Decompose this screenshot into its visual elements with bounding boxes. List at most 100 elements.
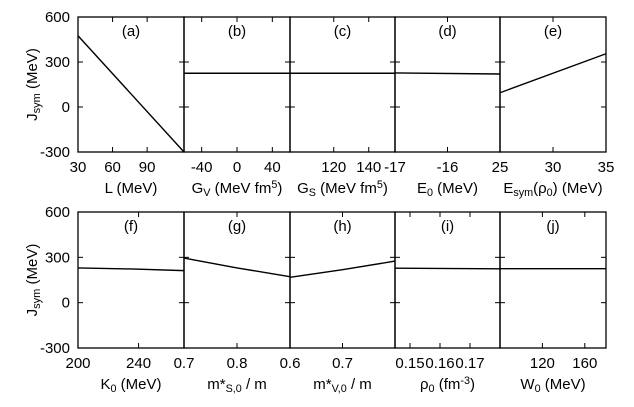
x-axis-label: E0 (MeV) bbox=[417, 180, 478, 199]
x-axis-label-part: 0 bbox=[429, 383, 435, 395]
x-axis-label: Esym(ρ0) (MeV) bbox=[503, 180, 602, 199]
y-axis-label: Jsym (MeV) bbox=[24, 244, 43, 317]
panel-label: (c) bbox=[334, 23, 352, 40]
x-axis-label-part: (MeV) bbox=[541, 376, 586, 393]
x-axis-label-part: (ρ bbox=[533, 180, 547, 197]
x-axis-label-part: 0 bbox=[535, 383, 541, 395]
x-axis-label: GS (MeV fm5) bbox=[297, 179, 388, 199]
x-tick-label: 200 bbox=[65, 355, 90, 372]
x-axis-label-part: 5 bbox=[377, 179, 383, 191]
x-axis-label-part: S bbox=[309, 187, 316, 199]
x-tick-label: 35 bbox=[598, 159, 615, 176]
panel-g: 0.7 0.8m*S,0 / m(g) bbox=[174, 211, 291, 395]
x-axis-label-part: 0 bbox=[547, 187, 553, 199]
x-axis-label-part: / m bbox=[242, 376, 267, 393]
panel-a: 30 60 90 L (MeV) (a) bbox=[70, 16, 185, 197]
x-axis-label-part: (MeV) bbox=[117, 376, 162, 393]
x-axis-label-part: K bbox=[100, 376, 110, 393]
x-tick-label: 0.16 bbox=[425, 355, 454, 372]
x-tick-label: 120 bbox=[530, 355, 555, 372]
y-axis-label-part: (MeV) bbox=[24, 48, 41, 93]
x-axis-label-part: m* bbox=[313, 376, 331, 393]
y-tick-label: -300 bbox=[40, 144, 70, 161]
x-axis-label-part: sym bbox=[513, 187, 533, 199]
panel-b: -40 0 40 GV (MeV fm5) (b) bbox=[183, 16, 291, 199]
x-axis-label-part: L (MeV) bbox=[105, 180, 158, 197]
series-line bbox=[499, 53, 607, 94]
panel-c: 120 140 GS (MeV fm5) (c) bbox=[289, 16, 396, 199]
y-axis-label-part: J bbox=[24, 113, 41, 121]
x-axis-label: W0 (MeV) bbox=[520, 376, 585, 395]
panel-label: (e) bbox=[544, 23, 562, 40]
y-axis-label-part: sym bbox=[31, 93, 43, 113]
panel-d: -17 -16 E0 (MeV) (d) bbox=[384, 16, 501, 199]
panel-j-frame bbox=[499, 211, 607, 349]
x-tick-label: 0.15 bbox=[395, 355, 424, 372]
x-tick-label: -17 bbox=[384, 159, 406, 176]
x-axis-label: L (MeV) bbox=[105, 180, 158, 197]
x-tick-label: 0.7 bbox=[174, 355, 195, 372]
y-tick-label: 0 bbox=[62, 99, 70, 116]
x-axis-label-part: (MeV fm bbox=[211, 180, 272, 197]
panel-j: 120 160 W0 (MeV) (j) bbox=[499, 211, 607, 395]
panel-h: 0.6 0.7 m*V,0 / m (h) bbox=[280, 211, 396, 395]
panel-label: (d) bbox=[438, 23, 456, 40]
y-tick-label: 600 bbox=[45, 9, 70, 26]
x-tick-label: 30 bbox=[545, 159, 562, 176]
panel-label: (j) bbox=[546, 218, 559, 235]
series-line bbox=[77, 35, 185, 153]
x-tick-label: -16 bbox=[437, 159, 459, 176]
x-axis-label-part: -3 bbox=[460, 375, 470, 387]
x-tick-label: 120 bbox=[321, 159, 346, 176]
x-tick-label: 0 bbox=[233, 159, 241, 176]
x-axis-label-part: E bbox=[417, 180, 427, 197]
x-axis-label-part: S,0 bbox=[226, 383, 242, 395]
y-axis-label: Jsym (MeV) bbox=[24, 48, 43, 121]
x-tick-label: 40 bbox=[264, 159, 281, 176]
x-tick-label: 25 bbox=[492, 159, 509, 176]
x-axis-label-part: ρ bbox=[420, 376, 429, 393]
x-axis-label: m*V,0 / m bbox=[313, 376, 372, 395]
x-tick-label: 160 bbox=[572, 355, 597, 372]
y-tick-label: 300 bbox=[45, 54, 70, 71]
x-tick-label: 60 bbox=[104, 159, 121, 176]
panel-label: (b) bbox=[228, 23, 246, 40]
x-axis-label-part: 0 bbox=[427, 187, 433, 199]
x-tick-label: 30 bbox=[70, 159, 87, 176]
x-axis-label-part: G bbox=[192, 180, 204, 197]
x-axis-label-part: (fm bbox=[435, 376, 461, 393]
x-tick-label: 0.8 bbox=[227, 355, 248, 372]
y-tick-label: -300 bbox=[40, 340, 70, 357]
series-line bbox=[183, 257, 291, 278]
series-line bbox=[394, 72, 501, 75]
x-axis-label-part: m* bbox=[207, 376, 225, 393]
y-axis-label-part: (MeV) bbox=[24, 244, 41, 289]
x-axis-label: GV (MeV fm5) bbox=[192, 179, 283, 199]
x-tick-label: 240 bbox=[126, 355, 151, 372]
x-axis-label: m*S,0 / m bbox=[207, 376, 267, 395]
x-axis-label-part: W bbox=[520, 376, 535, 393]
x-tick-label: 0.7 bbox=[332, 355, 353, 372]
x-axis-label-part: V,0 bbox=[332, 383, 347, 395]
x-axis-label-part: 0 bbox=[111, 383, 117, 395]
panel-label: (g) bbox=[228, 218, 246, 235]
y-tick-label: 600 bbox=[45, 204, 70, 221]
panel-label: (i) bbox=[441, 218, 454, 235]
x-tick-label: 90 bbox=[139, 159, 156, 176]
panel-label: (h) bbox=[333, 218, 351, 235]
x-axis-label-part: (MeV) bbox=[433, 180, 478, 197]
y-axis-label-part: sym bbox=[31, 289, 43, 309]
x-axis-label: ρ0 (fm-3) bbox=[420, 375, 475, 395]
y-tick-label: 0 bbox=[62, 295, 70, 312]
x-tick-label: 140 bbox=[356, 159, 381, 176]
x-axis-label-part: ) (MeV) bbox=[553, 180, 603, 197]
y-tick-label: 300 bbox=[45, 249, 70, 266]
panel-label: (f) bbox=[124, 218, 138, 235]
panel-i: 0.15 0.16 0.17 ρ0 (fm-3) (i) bbox=[394, 211, 501, 395]
x-tick-label: 0.6 bbox=[280, 355, 301, 372]
x-tick-label: 0.17 bbox=[455, 355, 484, 372]
series-line bbox=[77, 267, 185, 272]
